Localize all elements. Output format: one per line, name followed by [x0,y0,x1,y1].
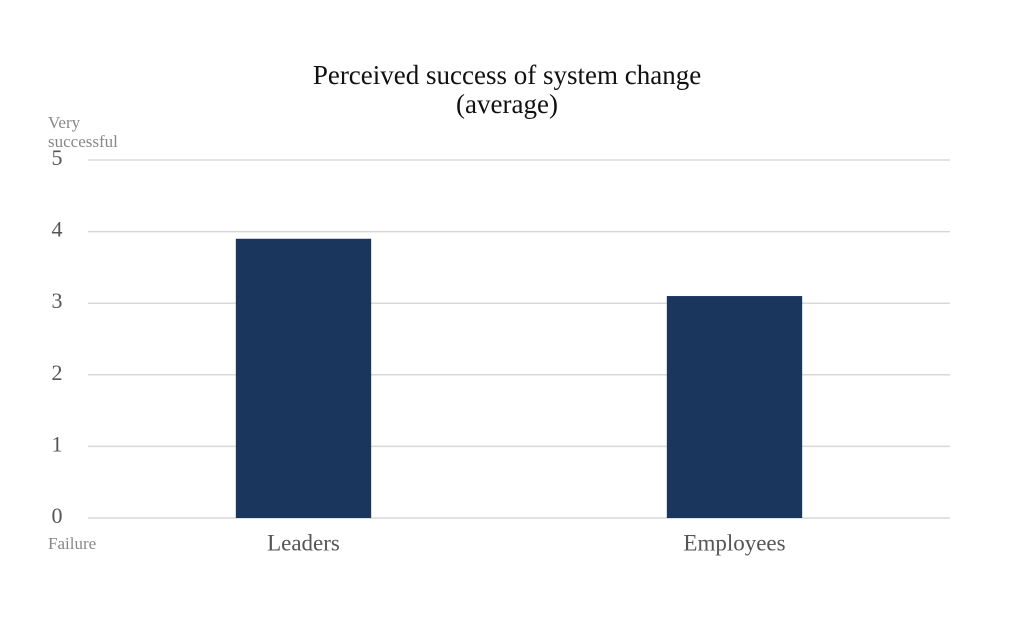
y-tick-label: 2 [52,360,63,385]
bar [666,296,803,518]
y-tick-label: 3 [52,288,63,313]
axis-bottom-note: Failure [48,534,97,553]
axis-top-note: Very successful [48,113,118,151]
chart-title: Perceived success of system change [313,60,701,90]
y-tick-label: 5 [52,145,63,170]
x-tick-label: Leaders [267,530,340,555]
bar [235,238,372,518]
x-tick-label: Employees [683,530,785,555]
chart-title: (average) [456,89,558,119]
y-tick-label: 4 [52,217,63,242]
y-tick-label: 0 [52,503,63,528]
y-tick-label: 1 [52,431,63,456]
